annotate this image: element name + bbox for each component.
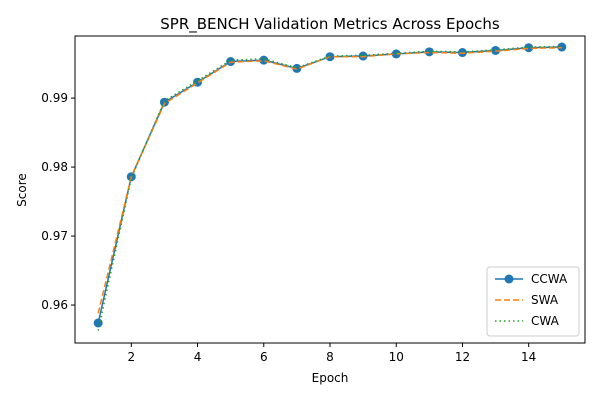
axis-ticks: 2 4 6 8 10 12 14 0.96 0.97 0.98 0.99 bbox=[41, 91, 536, 364]
plot-frame bbox=[74, 35, 586, 344]
data-point-ccwa bbox=[93, 318, 103, 328]
x-tick-label: 10 bbox=[389, 350, 404, 364]
y-axis-label: Score bbox=[15, 173, 29, 207]
legend: CCWA SWA CWA bbox=[486, 266, 580, 337]
legend-label-swa: SWA bbox=[531, 293, 559, 307]
x-tick-label: 12 bbox=[455, 350, 470, 364]
legend-label-ccwa: CCWA bbox=[531, 272, 568, 286]
legend-box bbox=[486, 266, 580, 337]
legend-marker-ccwa bbox=[504, 274, 514, 284]
y-tick-label: 0.99 bbox=[41, 91, 68, 105]
legend-label-cwa: CWA bbox=[531, 314, 560, 328]
y-tick-label: 0.97 bbox=[41, 229, 68, 243]
x-tick-label: 6 bbox=[260, 350, 268, 364]
series-line-swa bbox=[97, 46, 562, 314]
series-group bbox=[93, 42, 567, 331]
data-point-ccwa bbox=[424, 47, 434, 57]
y-tick-label: 0.98 bbox=[41, 160, 68, 174]
x-tick-label: 4 bbox=[194, 350, 202, 364]
x-axis-label: Epoch bbox=[312, 371, 349, 385]
y-tick-label: 0.96 bbox=[41, 298, 68, 312]
data-point-ccwa bbox=[259, 55, 269, 65]
x-tick-label: 8 bbox=[326, 350, 334, 364]
x-tick-label: 14 bbox=[521, 350, 536, 364]
series-line-cwa bbox=[97, 45, 562, 331]
data-point-ccwa bbox=[524, 43, 534, 53]
x-tick-label: 2 bbox=[127, 350, 135, 364]
chart-title: SPR_BENCH Validation Metrics Across Epoc… bbox=[160, 15, 500, 34]
